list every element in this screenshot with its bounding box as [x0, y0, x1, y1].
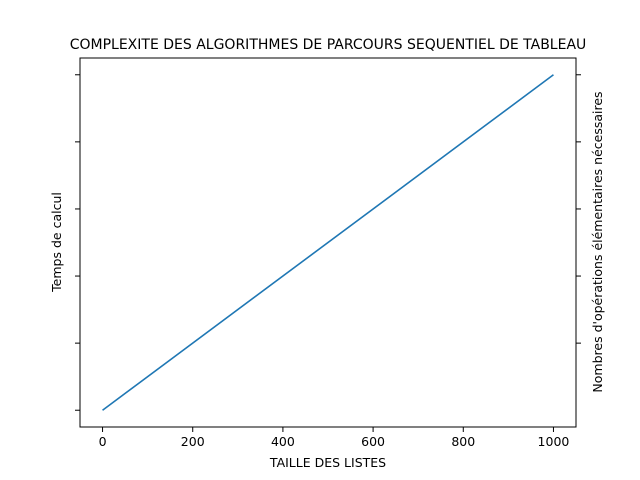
x-tick-label: 600 — [361, 434, 385, 449]
chart-title: COMPLEXITE DES ALGORITHMES DE PARCOURS S… — [70, 37, 587, 53]
x-axis-label: TAILLE DES LISTES — [269, 455, 386, 470]
x-tick-label: 800 — [451, 434, 475, 449]
x-tick-label: 1000 — [538, 434, 570, 449]
x-axis-ticks: 0 200 400 600 800 1000 — [99, 427, 570, 449]
plot-frame — [79, 57, 577, 428]
series-line — [102, 74, 554, 411]
y-axis-right-ticks — [576, 74, 581, 344]
x-tick-label: 400 — [271, 434, 295, 449]
x-tick-label: 0 — [99, 434, 107, 449]
y-axis-left-ticks — [75, 74, 80, 411]
x-tick-label: 200 — [181, 434, 205, 449]
series-layer — [102, 74, 554, 411]
y-axis-left-label: Temps de calcul — [49, 192, 64, 293]
y-axis-right-label: Nombres d'opérations élémentaires nécess… — [590, 91, 605, 392]
